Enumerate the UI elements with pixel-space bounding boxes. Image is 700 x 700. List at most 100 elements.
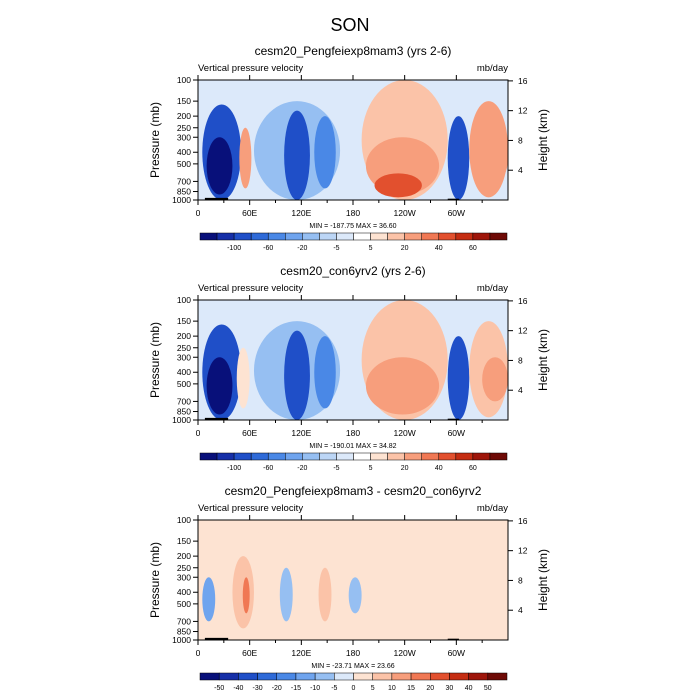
topography-africa [204, 637, 229, 640]
colorbar-label: 40 [435, 465, 443, 472]
colorbar-swatch [421, 452, 440, 461]
colorbar-swatch [387, 232, 405, 241]
x-tick-label: 60W [448, 208, 465, 218]
y-tick-label: 700 [177, 176, 191, 186]
colorbar-label: -20 [272, 685, 282, 692]
colorbar-label: 60 [469, 465, 477, 472]
height-tick-label: 8 [518, 575, 523, 585]
y-tick-label: 200 [177, 111, 191, 121]
y-tick-label: 1000 [172, 635, 191, 645]
right-label: mb/day [477, 283, 508, 294]
x-tick-label: 60W [448, 428, 465, 438]
colorbar-label: 20 [426, 685, 434, 692]
x-tick-label: 180 [346, 648, 360, 658]
y-tick-label: 100 [177, 515, 191, 525]
colorbar-label: -30 [253, 685, 263, 692]
colorbar-label: 15 [407, 685, 415, 692]
colorbar-label: 0 [352, 685, 356, 692]
colorbar-swatch [233, 452, 252, 461]
colorbar-label: -5 [333, 245, 339, 252]
contour-region [314, 336, 336, 409]
left-label: Vertical pressure velocity [198, 503, 303, 514]
height-tick-label: 16 [518, 76, 528, 86]
y-tick-label: 100 [177, 295, 191, 305]
panels: cesm20_Pengfeiexp8mam3 (yrs 2-6) Vertical… [148, 44, 550, 692]
y-tick-label: 150 [177, 536, 191, 546]
colorbar-swatch [302, 452, 320, 461]
colorbar-swatch [285, 232, 303, 241]
colorbar-swatch [438, 452, 457, 461]
height-tick-label: 16 [518, 516, 528, 526]
colorbar-label: -10 [310, 685, 320, 692]
colorbar-swatch [276, 672, 297, 681]
height-tick-label: 12 [518, 106, 528, 116]
x-tick-label: 60W [448, 648, 465, 658]
height-tick-label: 8 [518, 355, 523, 365]
panel-title: cesm20_con6yrv2 (yrs 2-6) [280, 264, 425, 278]
colorbar-swatch [216, 232, 235, 241]
colorbar-swatch [216, 452, 235, 461]
height-tick-label: 16 [518, 296, 528, 306]
colorbar-swatch [468, 672, 489, 681]
topography-andes [447, 418, 459, 420]
colorbar-swatch [370, 232, 388, 241]
colorbar-swatch [314, 672, 335, 681]
x-tick-label: 120E [291, 208, 311, 218]
y-tick-label: 250 [177, 343, 191, 353]
y-tick-label: 200 [177, 331, 191, 341]
colorbar-swatch [487, 672, 508, 681]
x-tick-label: 120W [394, 208, 416, 218]
contour-region [482, 357, 508, 402]
contour-region [340, 80, 362, 164]
colorbar-swatch [336, 232, 354, 241]
colorbar-swatch [267, 232, 286, 241]
colorbar-swatch [199, 232, 218, 241]
topography-africa [204, 417, 229, 420]
y-tick-label: 850 [177, 187, 191, 197]
colorbar-swatch [438, 232, 457, 241]
colorbar-label: 10 [388, 685, 396, 692]
y-tick-label: 250 [177, 563, 191, 573]
contour-region [482, 137, 508, 182]
contour-region [314, 116, 336, 189]
contour-region [473, 577, 508, 622]
y-tick-label: 400 [177, 367, 191, 377]
contour-region [284, 110, 310, 200]
contour-region [206, 137, 233, 195]
contour-region [340, 300, 362, 384]
figure-title: SON [330, 15, 369, 35]
contour-region [318, 567, 332, 622]
y-tick-label: 850 [177, 627, 191, 637]
colorbar-swatch [391, 672, 412, 681]
x-tick-label: 0 [196, 648, 201, 658]
contour-region [279, 567, 293, 622]
y-tick-label: 500 [177, 159, 191, 169]
colorbar-swatch [410, 672, 431, 681]
min-max-stats: MIN = -187.75 MAX = 36.60 [309, 223, 396, 230]
colorbar-swatch [404, 232, 422, 241]
colorbar-swatch [199, 672, 220, 681]
contour-field [198, 520, 508, 640]
y-tick-label: 1000 [172, 195, 191, 205]
y-tick-label: 300 [177, 352, 191, 362]
contour-field [198, 300, 508, 420]
contour-region [374, 173, 422, 198]
colorbar-swatch [472, 232, 491, 241]
left-label: Vertical pressure velocity [198, 63, 303, 74]
height-axis-label: Height (km) [536, 549, 550, 611]
contour-region [236, 347, 250, 409]
colorbar-swatch [218, 672, 239, 681]
colorbar-swatch [421, 232, 440, 241]
height-axis-label: Height (km) [536, 109, 550, 171]
height-tick-label: 4 [518, 605, 523, 615]
colorbar-swatch [404, 452, 422, 461]
contour-region [447, 116, 470, 200]
min-max-stats: MIN = -23.71 MAX = 23.66 [311, 663, 394, 670]
colorbar-label: -100 [227, 465, 241, 472]
y-axis-label: Pressure (mb) [148, 542, 162, 618]
colorbar-swatch [430, 672, 450, 681]
colorbar-swatch [353, 452, 371, 461]
x-tick-label: 120W [394, 428, 416, 438]
colorbar-label: 50 [484, 685, 492, 692]
colorbar-label: -5 [331, 685, 337, 692]
